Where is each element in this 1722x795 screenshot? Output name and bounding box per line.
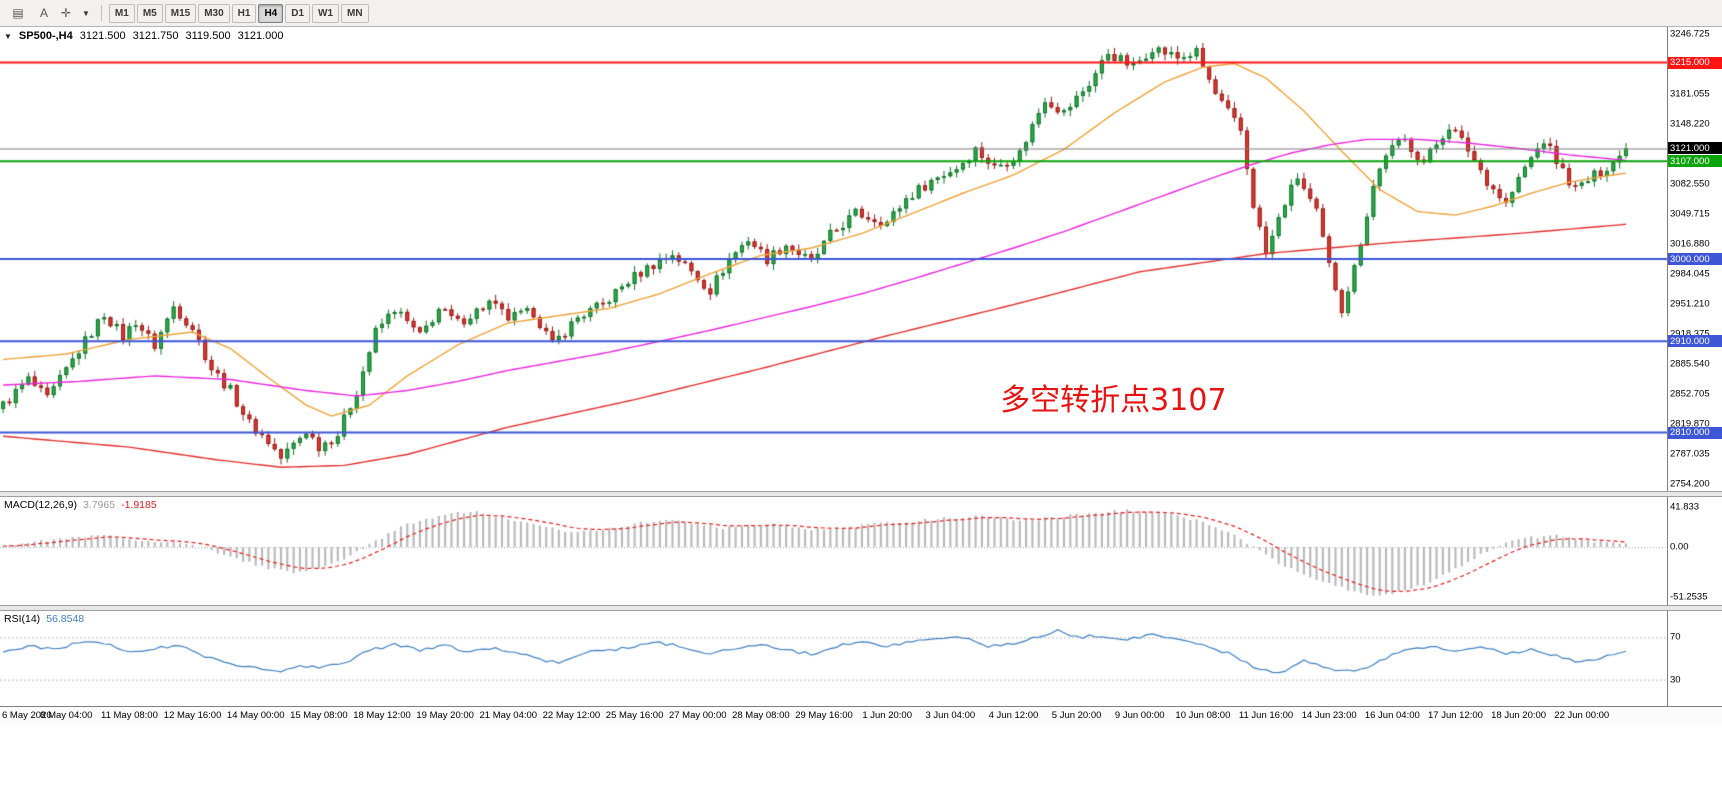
date-label: 15 May 08:00 [290,710,348,721]
chart-grip-icon: ▤ [12,6,24,20]
timeframe-button-d1[interactable]: D1 [285,3,311,23]
date-label: 16 Jun 04:00 [1364,710,1420,721]
axis-tick-label: 3148.220 [1670,118,1710,130]
cursor-tool-button[interactable]: A [34,3,54,23]
axis-tick-label: 3016.880 [1670,238,1710,250]
macd-canvas[interactable] [0,497,1667,605]
timeframe-button-m5[interactable]: M5 [136,3,163,23]
price-badge: 3000.000 [1668,253,1722,265]
axis-tick-label: -51.2535 [1670,591,1708,603]
symbol-timeframe-label: SP500-,H4 [18,30,73,42]
axis-tick-label: 2819.870 [1670,418,1710,430]
macd-value: 3.7965 [82,499,116,511]
date-label: 11 May 08:00 [101,710,158,721]
ohlc-high: 3121.750 [132,30,179,42]
date-label: 3 Jun 04:00 [925,710,976,721]
crosshair-tool-button[interactable]: ✛ [56,3,76,23]
macd-panel: MACD(12,26,9) 3.7965 -1.9185 41.833 0.00 -… [0,497,1722,605]
rsi-panel: RSI(14) 56.8548 70 30 [0,611,1722,706]
axis-tick-label: 2984.045 [1670,268,1710,280]
date-label: 12 May 16:00 [163,710,222,721]
date-label: 21 May 04:00 [479,710,538,721]
axis-tick-label: 2754.200 [1670,478,1710,489]
rsi-value: 56.8548 [46,613,85,625]
date-label: 5 Jun 20:00 [1051,710,1102,721]
axis-tick-label: 41.833 [1670,501,1700,513]
date-label: 14 Jun 23:00 [1301,710,1357,721]
date-label: 28 May 08:00 [732,710,790,721]
date-label: 4 Jun 12:00 [988,710,1039,721]
axis-tick-label: 3082.550 [1670,178,1710,190]
price-badge: 3215.000 [1668,56,1722,69]
axis-tick-label: 2918.375 [1670,328,1710,340]
price-badge: 3107.000 [1668,155,1722,168]
date-label: 27 May 00:00 [668,710,727,721]
macd-label: MACD(12,26,9) 3.7965 -1.9185 [4,499,157,511]
main-chart-panel: ▼ SP500-,H4 3121.500 3121.750 3119.500 3… [0,27,1722,491]
rsi-label: RSI(14) 56.8548 [4,613,84,625]
bottom-filler [0,725,1722,795]
axis-tick-label: 2787.035 [1670,448,1710,460]
axis-tick-label: 2852.705 [1670,388,1710,400]
chart-annotation-text: 多空转折点3107 [1000,383,1227,418]
date-label: 29 May 16:00 [795,710,853,721]
price-axis[interactable]: 3246.725 3181.055 3148.220 3082.550 3049.715… [1667,27,1722,491]
date-label: 17 Jun 12:00 [1427,710,1483,721]
axis-tick-label: 70 [1670,631,1681,643]
date-label: 14 May 00:00 [226,710,285,721]
date-label: 9 Jun 00:00 [1114,710,1165,721]
tools-dropdown-caret-icon[interactable]: ▼ [78,3,94,23]
ohlc-low: 3119.500 [185,30,231,42]
rsi-axis[interactable]: 70 30 [1667,611,1722,706]
axis-tick-label: 3181.055 [1670,88,1710,100]
date-label: 1 Jun 20:00 [862,710,912,721]
date-label: 19 May 20:00 [416,710,474,721]
price-badge: 3121.000 [1668,142,1722,155]
macd-plot: MACD(12,26,9) 3.7965 -1.9185 [0,497,1667,605]
timeframe-button-m1[interactable]: M1 [108,3,135,23]
timeframe-button-m30[interactable]: M30 [198,3,230,23]
panel-splitter-rsi[interactable] [0,605,1722,611]
timeframe-button-mn[interactable]: MN [341,3,369,23]
panel-splitter-macd[interactable] [0,491,1722,497]
axis-tick-label: 3246.725 [1670,28,1710,40]
date-label: 22 May 12:00 [542,710,601,721]
timeframe-group: M1 M5 M15 M30 H1 H4 D1 W1 MN [108,3,370,23]
axis-tick-label: 2951.210 [1670,298,1710,310]
macd-axis[interactable]: 41.833 0.00 -51.2535 [1667,497,1722,605]
toolbar-separator [100,5,102,21]
macd-signal-value: -1.9185 [121,499,157,511]
main-chart-canvas[interactable] [0,27,1667,491]
rsi-plot: RSI(14) 56.8548 [0,611,1667,706]
main-plot: ▼ SP500-,H4 3121.500 3121.750 3119.500 3… [0,27,1667,491]
timeframe-button-w1[interactable]: W1 [312,3,340,23]
date-label: 18 Jun 20:00 [1491,710,1547,721]
time-axis[interactable]: 6 May 2020 8 May 04:00 11 May 08:00 12 May … [0,706,1722,725]
ohlc-close: 3121.000 [237,30,284,42]
date-label: 11 Jun 16:00 [1238,710,1294,721]
ohlc-open: 3121.500 [79,30,126,42]
date-label: 25 May 16:00 [605,710,664,721]
chart-header: ▼ SP500-,H4 3121.500 3121.750 3119.500 3… [4,30,283,42]
axis-tick-label: 30 [1670,674,1681,686]
date-label: 18 May 12:00 [353,710,411,721]
timeframe-button-h4[interactable]: H4 [258,3,284,23]
date-label: 10 Jun 08:00 [1175,710,1231,721]
timeframe-button-m15[interactable]: M15 [164,3,197,23]
rsi-title: RSI(14) [4,613,41,625]
toolbar: ▤ A ✛ ▼ M1 M5 M15 M30 H1 H4 D1 W1 MN [0,0,1722,27]
date-label: 8 May 04:00 [40,710,93,721]
date-label: 6 May 2020 [2,710,52,721]
axis-tick-label: 2885.540 [1670,358,1710,370]
axis-tick-label: 3049.715 [1670,208,1710,220]
macd-title: MACD(12,26,9) [4,499,77,511]
rsi-canvas[interactable] [0,611,1667,706]
price-badge: 2810.000 [1668,426,1722,439]
collapse-arrow-icon[interactable]: ▼ [4,32,12,41]
date-label: 22 Jun 00:00 [1554,710,1610,721]
axis-tick-label: 0.00 [1670,541,1689,553]
price-badge: 2910.000 [1668,335,1722,348]
timeframe-button-h1[interactable]: H1 [231,3,257,23]
